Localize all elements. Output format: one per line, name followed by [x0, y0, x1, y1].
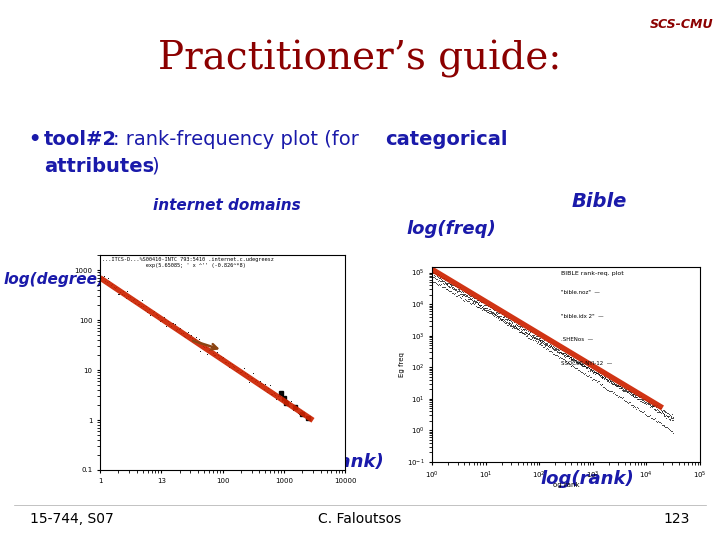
Text: SCS-CMU: SCS-CMU — [650, 18, 714, 31]
Text: C. Faloutsos: C. Faloutsos — [318, 512, 402, 526]
Text: SSOCCS-NYI-12  —: SSOCCS-NYI-12 — — [561, 361, 612, 366]
Text: BIBLE rank-req. plot: BIBLE rank-req. plot — [561, 271, 624, 276]
Text: Bible: Bible — [572, 192, 627, 211]
Text: •: • — [28, 130, 40, 149]
Text: : rank-frequency plot (for: : rank-frequency plot (for — [113, 130, 365, 149]
Text: "bible.idx 2"  —: "bible.idx 2" — — [561, 314, 603, 319]
Text: 123: 123 — [664, 512, 690, 526]
Text: categorical: categorical — [385, 130, 508, 149]
Text: Practitioner’s guide:: Practitioner’s guide: — [158, 40, 562, 78]
Text: ...ITCS-D...%S00410-INTC 793:5410 .internet.c.udegreesz
              exp(5.6508: ...ITCS-D...%S00410-INTC 793:5410 .inter… — [102, 257, 274, 268]
Text: tool#2: tool#2 — [44, 130, 117, 149]
Text: internet domains: internet domains — [153, 198, 301, 213]
Text: -0.82: -0.82 — [278, 340, 342, 360]
Text: attributes: attributes — [44, 157, 154, 176]
Text: log(degree): log(degree) — [4, 272, 105, 287]
X-axis label: og rank: og rank — [553, 482, 580, 488]
Text: ): ) — [151, 157, 158, 176]
Text: log(freq): log(freq) — [406, 220, 496, 238]
Text: log(rank): log(rank) — [290, 453, 384, 471]
Text: "bible.noz"  —: "bible.noz" — — [561, 291, 600, 295]
Text: 15-744, S07: 15-744, S07 — [30, 512, 114, 526]
Text: .SHENos  —: .SHENos — — [561, 337, 593, 342]
Text: log(rank): log(rank) — [540, 470, 634, 488]
Y-axis label: Eg freq: Eg freq — [400, 352, 405, 377]
